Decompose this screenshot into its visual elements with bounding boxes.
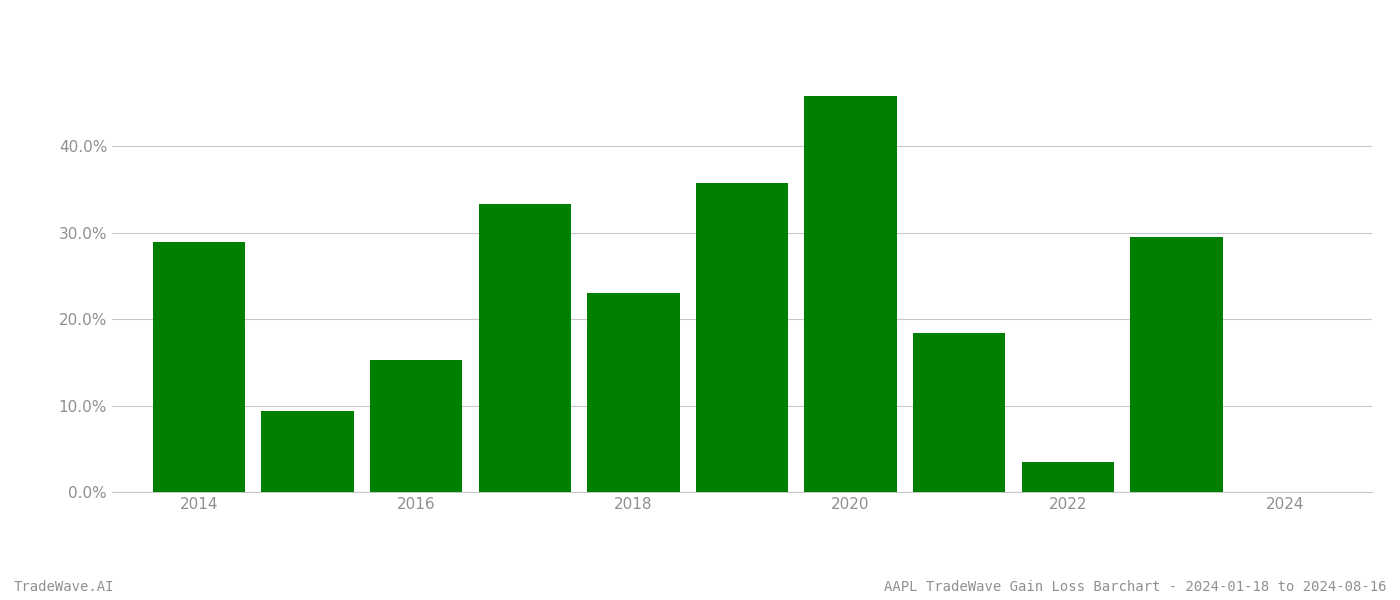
Bar	[913, 333, 1005, 492]
Bar	[696, 182, 788, 492]
Text: AAPL TradeWave Gain Loss Barchart - 2024-01-18 to 2024-08-16: AAPL TradeWave Gain Loss Barchart - 2024…	[883, 580, 1386, 594]
Bar	[1022, 462, 1114, 492]
Bar	[153, 242, 245, 492]
Bar	[370, 360, 462, 492]
Bar	[1130, 237, 1222, 492]
Bar	[805, 96, 897, 492]
Text: TradeWave.AI: TradeWave.AI	[14, 580, 115, 594]
Bar	[479, 204, 571, 492]
Bar	[587, 293, 679, 492]
Bar	[262, 411, 354, 492]
